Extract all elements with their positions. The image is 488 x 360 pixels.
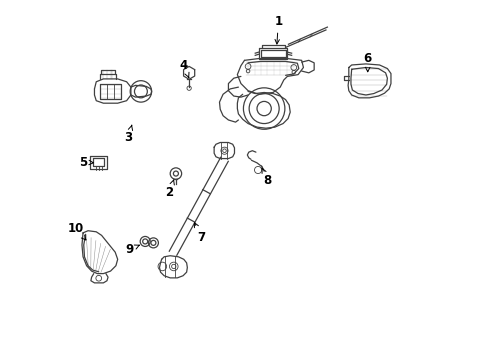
Text: 4: 4 (179, 59, 188, 78)
Text: 7: 7 (194, 223, 205, 244)
Text: 8: 8 (262, 168, 271, 186)
Text: 1: 1 (274, 14, 282, 44)
Text: 3: 3 (124, 125, 132, 144)
Text: 2: 2 (165, 180, 174, 199)
Text: 9: 9 (125, 243, 139, 256)
Text: 6: 6 (363, 52, 371, 72)
Text: 10: 10 (68, 222, 86, 240)
Text: 5: 5 (79, 156, 93, 168)
